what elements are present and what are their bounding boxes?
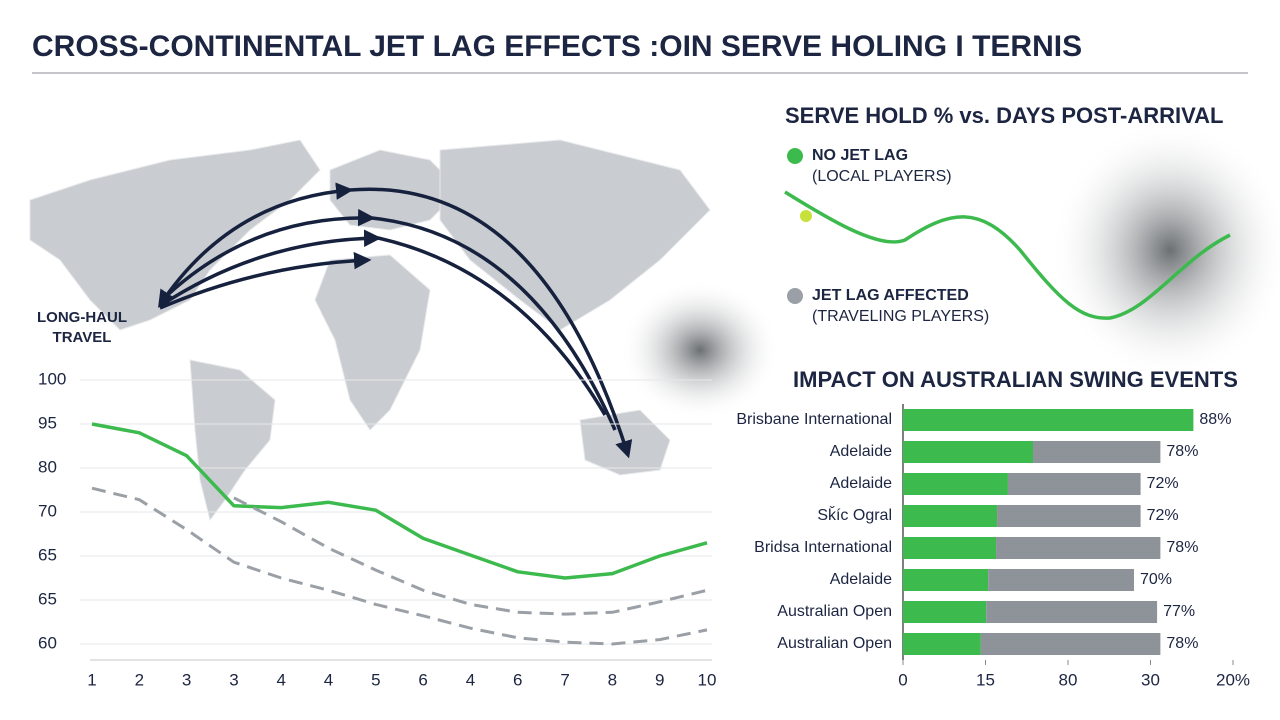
- y-tick-label: 70: [38, 501, 57, 520]
- bar-segment: [980, 633, 1161, 655]
- player-photo: [1050, 120, 1280, 380]
- category-label: Adelaide: [830, 443, 892, 460]
- bar-segment: [1007, 473, 1141, 495]
- legend-marker: [787, 148, 803, 164]
- x-tick-label: 8: [608, 670, 617, 689]
- annotation: LONG-HAUL TRAVEL: [37, 309, 127, 346]
- bar-segment: [988, 569, 1134, 591]
- x-tick-label: 5: [371, 670, 380, 689]
- x-tick-label: 6: [418, 670, 427, 689]
- chart-title: SERVE HOLD % vs. DAYS POST-ARRIVAL: [785, 103, 1223, 128]
- bar-segment: [903, 601, 987, 623]
- category-label: Australian Open: [777, 603, 892, 620]
- y-tick-label: 60: [38, 633, 57, 652]
- line-series: [233, 496, 708, 616]
- legend-sublabel: (LOCAL PLAYERS): [812, 168, 952, 185]
- x-tick-label: 0: [898, 670, 907, 689]
- line-series: [91, 486, 708, 646]
- world-map: [29, 139, 711, 522]
- x-tick-label: 7: [560, 670, 569, 689]
- bar-segment: [986, 601, 1158, 623]
- legend-label: JET LAG AFFECTED: [812, 287, 969, 304]
- bar-segment: [997, 505, 1141, 527]
- value-label: 70%: [1140, 571, 1172, 588]
- category-label: Bridsa International: [754, 539, 892, 556]
- ball: [800, 210, 812, 222]
- category-label: Australian Open: [777, 635, 892, 652]
- bar-segment: [1033, 441, 1161, 463]
- legend-sublabel: (TRAVELING PLAYERS): [812, 308, 989, 325]
- x-tick-label: 30: [1141, 670, 1160, 689]
- category-label: Adelaide: [830, 475, 892, 492]
- x-tick-label: 4: [324, 670, 333, 689]
- value-label: 72%: [1147, 475, 1179, 492]
- chart-title: IMPACT ON AUSTRALIAN SWING EVENTS: [793, 367, 1238, 392]
- x-tick-label: 6: [513, 670, 522, 689]
- x-tick-label: 3: [182, 670, 191, 689]
- travel-arrows: [158, 182, 633, 459]
- y-tick-label: 65: [38, 545, 57, 564]
- x-tick-label: 2: [135, 670, 144, 689]
- category-label: Brisbane International: [736, 411, 892, 428]
- bar-segment: [903, 633, 981, 655]
- x-tick-label: 9: [655, 670, 664, 689]
- bar-segment: [903, 569, 989, 591]
- value-label: 88%: [1199, 411, 1231, 428]
- x-tick-label: 1: [87, 670, 96, 689]
- bar-segment: [996, 537, 1161, 559]
- y-tick-label: 95: [38, 413, 57, 432]
- x-tick-label: 4: [466, 670, 475, 689]
- bar-segment: [903, 473, 1008, 495]
- x-tick-label: 15: [976, 670, 995, 689]
- value-label: 78%: [1166, 635, 1198, 652]
- legend-decor-curve: [784, 190, 1231, 320]
- x-tick-label: 4: [276, 670, 285, 689]
- category-label: Adelaide: [830, 571, 892, 588]
- y-tick-label: 65: [38, 589, 57, 608]
- bar-segment: [903, 409, 1194, 431]
- bar-segment: [903, 441, 1034, 463]
- bar-segment: [903, 505, 998, 527]
- category-label: Sǩíc Ogral: [817, 505, 892, 524]
- bar-segment: [903, 537, 997, 559]
- line-series: [91, 422, 708, 580]
- server-photo: [620, 280, 780, 420]
- value-label: 72%: [1147, 507, 1179, 524]
- x-tick-label: 10: [698, 670, 717, 689]
- value-label: 78%: [1166, 539, 1198, 556]
- value-label: 77%: [1163, 603, 1195, 620]
- y-tick-label: 80: [38, 457, 57, 476]
- x-tick-label: 3: [229, 670, 238, 689]
- legend-label: NO JET LAG: [812, 147, 908, 164]
- page-title: CROSS-CONTINENTAL JET LAG EFFECTS :OIN S…: [32, 30, 1082, 63]
- x-tick-label: 20%: [1216, 670, 1250, 689]
- value-label: 78%: [1166, 443, 1198, 460]
- x-tick-label: 80: [1059, 670, 1078, 689]
- legend-marker: [787, 288, 803, 304]
- y-tick-label: 100: [38, 369, 66, 388]
